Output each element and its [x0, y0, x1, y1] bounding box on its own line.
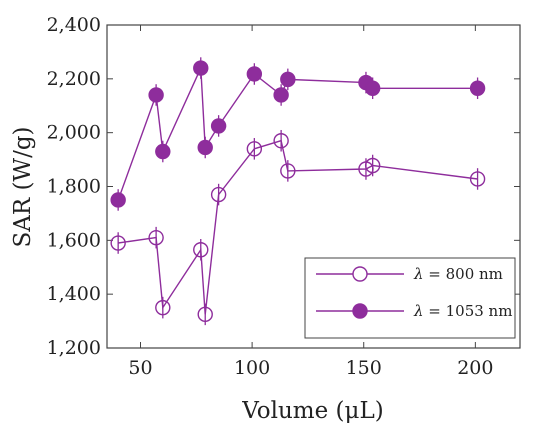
series-line-800	[118, 139, 478, 315]
data-point-800	[469, 171, 486, 187]
data-point-800	[197, 306, 213, 323]
series-layer	[110, 57, 486, 326]
data-point-800	[273, 133, 289, 149]
y-tick-label: 1,400	[47, 283, 101, 305]
legend-box	[304, 257, 516, 339]
plot-area: 1,200 1,400 1,600 1,800 2,000 2,200 2,400 50 10…	[47, 14, 521, 379]
series-1053	[110, 57, 486, 211]
legend-label-800: λ = 800 nm	[413, 265, 503, 283]
data-point-800	[210, 186, 227, 203]
data-point-1053	[469, 80, 486, 96]
x-tick-label: 100	[234, 357, 270, 379]
y-tick-label: 2,000	[47, 122, 101, 144]
legend-item-1053: λ = 1053 nm	[316, 302, 512, 320]
data-point-1053	[197, 139, 213, 156]
legend-item-800: λ = 800 nm	[316, 265, 503, 283]
data-point-1053	[110, 192, 126, 208]
y-tick-label: 2,400	[47, 14, 101, 36]
data-point-1053	[193, 60, 209, 76]
data-point-800	[364, 157, 381, 174]
legend-label-1053: λ = 1053 nm	[413, 302, 512, 320]
series-800	[110, 129, 486, 326]
data-point-800	[280, 163, 296, 179]
data-point-800	[155, 299, 171, 316]
data-point-1053	[364, 80, 381, 96]
data-point-1053	[155, 143, 171, 160]
y-tick-label: 1,600	[47, 229, 101, 251]
x-axis-label: Volume (μL)	[241, 398, 383, 424]
y-tick-label: 1,800	[47, 176, 101, 198]
x-tick-label: 150	[346, 357, 382, 379]
x-tick-label: 50	[128, 357, 152, 379]
legend-marker-1053	[352, 303, 368, 319]
data-point-800	[110, 235, 126, 251]
data-point-800	[148, 229, 164, 246]
y-axis-label: SAR (W/g)	[10, 126, 36, 247]
series-line-1053	[117, 67, 478, 201]
y-tick-label: 1,200	[47, 337, 101, 359]
y-axis: 1,200 1,400 1,600 1,800 2,000 2,200 2,400	[47, 14, 520, 359]
data-point-800	[193, 242, 209, 258]
data-point-1053	[210, 118, 227, 134]
data-point-1053	[148, 87, 164, 103]
data-point-800	[246, 141, 263, 157]
legend-marker-800	[352, 266, 368, 282]
data-point-1053	[280, 71, 296, 88]
x-tick-label: 200	[457, 357, 493, 379]
data-point-1053	[273, 87, 289, 103]
data-point-1053	[246, 66, 263, 82]
legend: λ = 800 nm λ = 1053 nm	[304, 257, 516, 339]
x-axis: 50 100 150 200	[128, 25, 493, 379]
y-tick-label: 2,200	[47, 68, 101, 90]
